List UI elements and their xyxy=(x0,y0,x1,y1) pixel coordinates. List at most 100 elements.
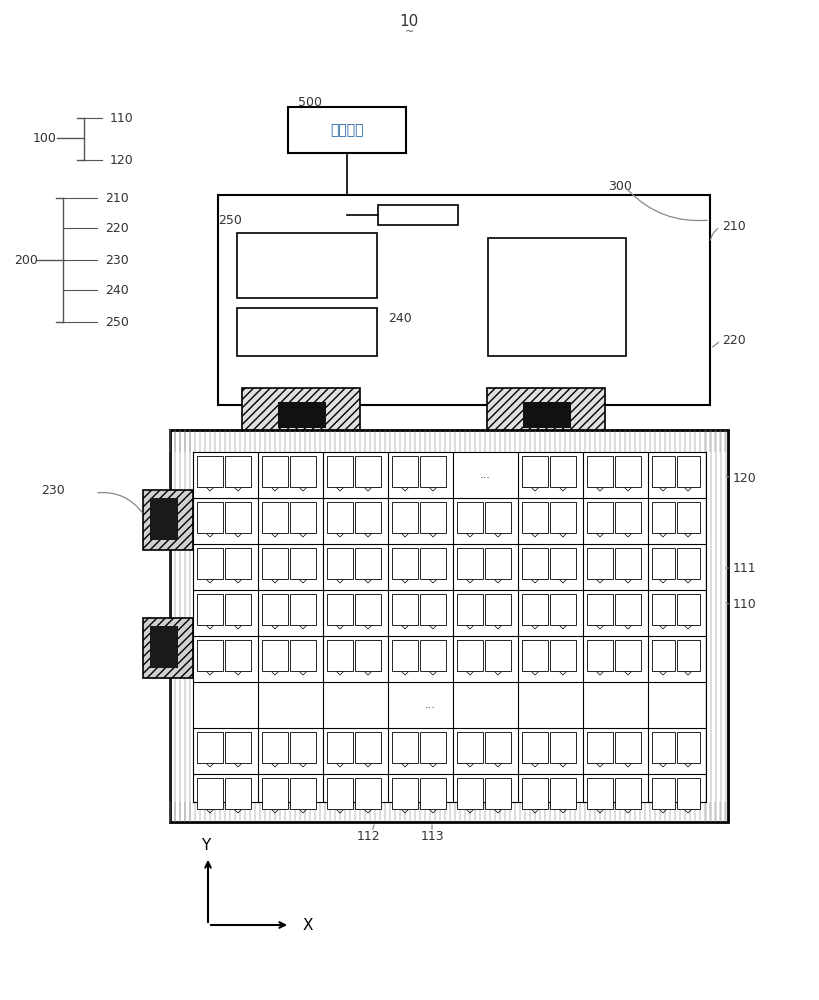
Bar xyxy=(197,640,223,671)
Bar xyxy=(522,594,548,625)
Bar xyxy=(355,456,381,487)
Bar xyxy=(290,732,316,763)
Bar xyxy=(420,594,446,625)
Bar xyxy=(587,778,613,809)
Text: 230: 230 xyxy=(105,253,129,266)
Text: 110: 110 xyxy=(733,598,757,611)
Bar xyxy=(242,388,360,443)
Bar xyxy=(355,778,381,809)
Bar xyxy=(355,732,381,763)
Bar xyxy=(420,502,446,533)
Bar xyxy=(262,548,288,579)
Bar xyxy=(225,732,251,763)
Bar xyxy=(485,548,511,579)
Text: 120: 120 xyxy=(733,472,757,485)
Text: 230: 230 xyxy=(41,484,65,496)
Bar xyxy=(485,778,511,809)
Text: 112: 112 xyxy=(356,830,380,842)
Bar xyxy=(262,640,288,671)
Bar xyxy=(262,732,288,763)
Bar xyxy=(392,594,418,625)
Bar xyxy=(522,548,548,579)
Bar xyxy=(550,594,576,625)
Bar xyxy=(197,594,223,625)
Bar xyxy=(677,594,700,625)
Bar xyxy=(587,548,613,579)
Text: 111: 111 xyxy=(733,562,757,574)
Bar xyxy=(677,732,700,763)
Bar xyxy=(652,732,675,763)
Bar xyxy=(522,502,548,533)
Bar xyxy=(522,640,548,671)
Bar xyxy=(677,640,700,671)
Bar xyxy=(392,548,418,579)
Text: 210: 210 xyxy=(722,221,746,233)
Bar xyxy=(652,640,675,671)
Text: 100: 100 xyxy=(33,131,57,144)
Text: 250: 250 xyxy=(105,316,129,328)
Bar xyxy=(327,732,353,763)
Text: 240: 240 xyxy=(388,312,412,324)
Bar xyxy=(652,456,675,487)
Text: ...: ... xyxy=(480,470,491,480)
Bar xyxy=(587,594,613,625)
Bar xyxy=(550,640,576,671)
Bar xyxy=(485,732,511,763)
Bar xyxy=(225,778,251,809)
Bar xyxy=(327,502,353,533)
Bar xyxy=(457,502,483,533)
Bar xyxy=(392,456,418,487)
Bar xyxy=(197,732,223,763)
Bar xyxy=(652,502,675,533)
Bar xyxy=(522,778,548,809)
Bar xyxy=(290,778,316,809)
Bar xyxy=(615,732,641,763)
Text: 250: 250 xyxy=(218,214,242,227)
Bar xyxy=(378,205,458,225)
Bar xyxy=(290,456,316,487)
Bar xyxy=(420,732,446,763)
Bar xyxy=(290,548,316,579)
Bar xyxy=(677,548,700,579)
Bar xyxy=(392,640,418,671)
Text: ~: ~ xyxy=(405,27,414,37)
Bar xyxy=(290,640,316,671)
Bar xyxy=(615,456,641,487)
Text: 110: 110 xyxy=(110,111,133,124)
Bar xyxy=(652,778,675,809)
Bar xyxy=(550,502,576,533)
Bar xyxy=(327,594,353,625)
Bar xyxy=(355,594,381,625)
Bar xyxy=(615,502,641,533)
Text: 300: 300 xyxy=(608,180,632,192)
Bar xyxy=(143,490,193,550)
Bar xyxy=(485,502,511,533)
Bar xyxy=(587,640,613,671)
Bar xyxy=(262,502,288,533)
Bar xyxy=(288,107,406,153)
Bar xyxy=(677,778,700,809)
Bar xyxy=(522,456,548,487)
Text: ...: ... xyxy=(424,700,436,710)
Bar xyxy=(677,456,700,487)
Bar xyxy=(327,548,353,579)
Bar xyxy=(420,456,446,487)
Bar xyxy=(457,594,483,625)
Bar xyxy=(327,778,353,809)
Text: 120: 120 xyxy=(110,153,133,166)
Bar xyxy=(615,548,641,579)
Bar xyxy=(225,640,251,671)
Text: 200: 200 xyxy=(14,253,38,266)
Bar xyxy=(150,626,178,668)
Bar xyxy=(677,502,700,533)
Bar xyxy=(197,548,223,579)
Bar xyxy=(457,548,483,579)
Bar xyxy=(262,594,288,625)
Bar xyxy=(262,456,288,487)
Bar xyxy=(615,594,641,625)
Bar xyxy=(170,430,728,822)
Bar xyxy=(150,498,178,540)
Text: 220: 220 xyxy=(105,222,129,234)
Bar xyxy=(197,456,223,487)
Bar xyxy=(652,548,675,579)
